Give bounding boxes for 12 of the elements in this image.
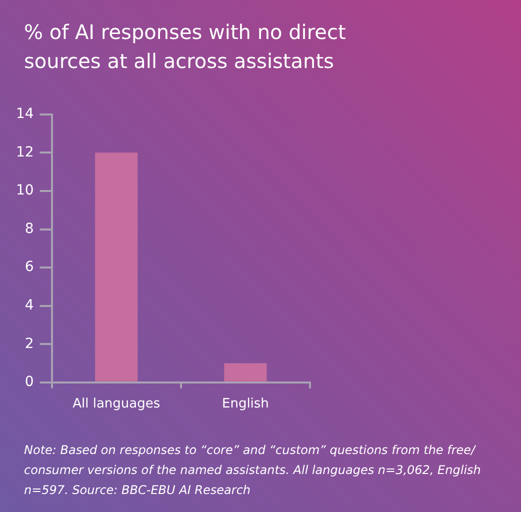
y-tick-label: 10	[16, 182, 34, 199]
y-tick-label: 0	[24, 374, 34, 390]
y-tick-label: 12	[16, 144, 34, 160]
y-tick-label: 6	[24, 259, 34, 276]
y-tick-label: 2	[24, 336, 34, 352]
text: Note: Based on responses to “core” and “custom” questions from the free/ consumer versions of the named assistants. All languages n=3,062, English n=597. Source: BBC-EBU AI Research	[24, 442, 482, 499]
x-tick-label: All languages	[72, 396, 160, 412]
y-tick-label: 14	[16, 106, 34, 122]
y-tick-label: 8	[24, 220, 34, 237]
x-tick-label: English	[222, 396, 269, 412]
chart-title: % of AI responses with no direct sources at all across assistants	[24, 19, 347, 75]
y-tick-label: 4	[24, 297, 34, 314]
